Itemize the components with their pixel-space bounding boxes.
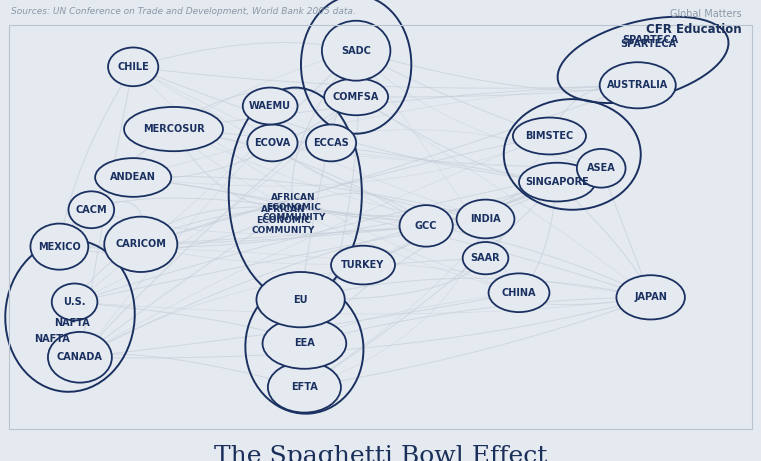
Text: CARICOM: CARICOM [116,239,166,249]
Ellipse shape [489,273,549,312]
Text: MEXICO: MEXICO [38,242,81,252]
Text: JAPAN: JAPAN [634,292,667,302]
Text: EEA: EEA [294,338,315,349]
Ellipse shape [463,242,508,274]
Ellipse shape [324,78,388,115]
Ellipse shape [124,107,223,151]
Text: CANADA: CANADA [57,352,103,362]
Ellipse shape [30,224,88,270]
Ellipse shape [68,191,114,228]
Ellipse shape [616,275,685,319]
Text: CFR Education: CFR Education [646,24,742,36]
Text: CHINA: CHINA [501,288,537,298]
Ellipse shape [306,124,356,161]
Ellipse shape [400,205,453,247]
Ellipse shape [95,158,171,197]
Text: SAAR: SAAR [471,253,500,263]
Text: Global Matters: Global Matters [670,9,742,19]
Text: AFRICAN
ECONOMIC
COMMUNITY: AFRICAN ECONOMIC COMMUNITY [251,206,315,235]
Text: INDIA: INDIA [470,214,501,224]
Text: ECCAS: ECCAS [314,138,349,148]
Ellipse shape [577,149,626,188]
Ellipse shape [513,118,586,154]
Text: U.S.: U.S. [63,297,86,307]
Text: NAFTA: NAFTA [55,318,90,328]
Text: The Spaghetti Bowl Effect: The Spaghetti Bowl Effect [214,445,547,461]
Text: GCC: GCC [415,221,438,231]
Text: WAEMU: WAEMU [249,101,291,111]
Ellipse shape [457,200,514,238]
Text: NAFTA: NAFTA [34,334,69,344]
Text: BIMSTEC: BIMSTEC [525,131,574,141]
Text: SPARTECA: SPARTECA [620,39,677,49]
Text: CHILE: CHILE [117,62,149,72]
Ellipse shape [108,47,158,86]
Ellipse shape [600,62,676,108]
Text: ASEA: ASEA [587,163,616,173]
Ellipse shape [104,217,177,272]
Ellipse shape [243,88,298,124]
Ellipse shape [52,284,97,320]
Ellipse shape [256,272,345,327]
Ellipse shape [519,163,595,201]
Text: COMFSA: COMFSA [333,92,379,102]
Text: Sources: UN Conference on Trade and Development, World Bank 2005 data.: Sources: UN Conference on Trade and Deve… [11,7,356,16]
Text: SADC: SADC [341,46,371,56]
Text: ECOVA: ECOVA [254,138,291,148]
Text: ANDEAN: ANDEAN [110,172,156,183]
Text: TURKEY: TURKEY [342,260,384,270]
Text: AFRICAN
ECONOMIC
COMMUNITY: AFRICAN ECONOMIC COMMUNITY [262,193,326,222]
Ellipse shape [48,332,112,383]
Ellipse shape [331,246,395,284]
Text: EU: EU [293,295,308,305]
Ellipse shape [247,124,298,161]
Text: SPARTECA: SPARTECA [622,35,679,45]
Text: MERCOSUR: MERCOSUR [142,124,205,134]
Text: EFTA: EFTA [291,382,318,392]
Ellipse shape [263,318,346,369]
Bar [9,25,752,429]
Text: CACM: CACM [75,205,107,215]
Text: AUSTRALIA: AUSTRALIA [607,80,668,90]
Ellipse shape [322,21,390,81]
Text: SINGAPORE: SINGAPORE [525,177,589,187]
Ellipse shape [268,362,341,413]
